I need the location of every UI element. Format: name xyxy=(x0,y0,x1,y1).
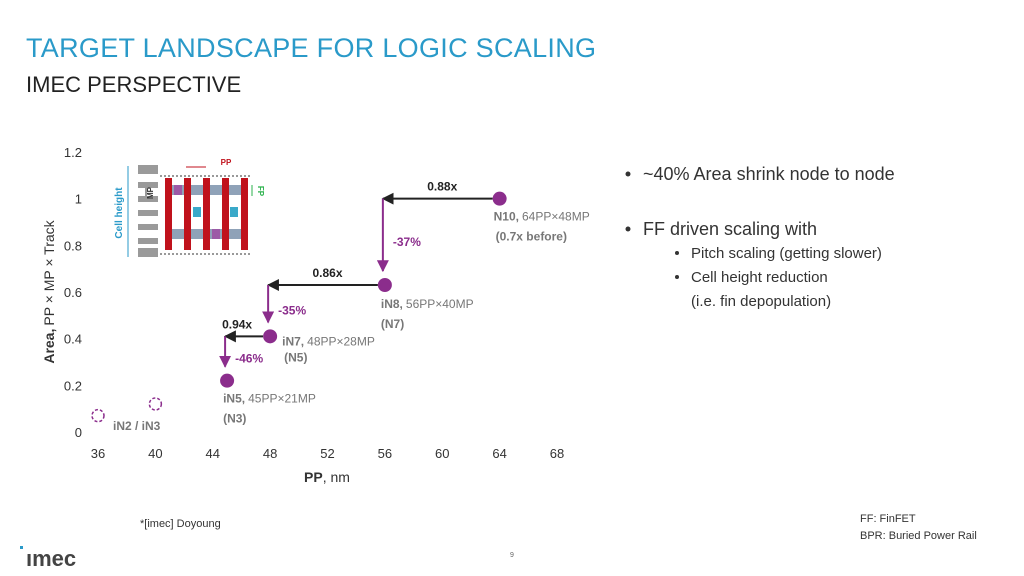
point-note: (0.7x before) xyxy=(496,230,567,244)
x-tick-label: 48 xyxy=(263,446,277,461)
step-ratio: 0.86x xyxy=(312,266,342,280)
data-point xyxy=(492,191,507,206)
page-number: 9 xyxy=(510,552,514,559)
y-tick-label: 0.2 xyxy=(64,378,82,393)
logo: ımec xyxy=(26,546,76,571)
logo-dot xyxy=(20,546,23,549)
step-ratio: 0.94x xyxy=(222,317,252,331)
y-axis-title-rest: PP × MP × Track xyxy=(41,219,57,325)
y-tick-label: 0.8 xyxy=(64,238,82,253)
inset-cell-height: Cell height xyxy=(114,187,125,239)
point-note: (N3) xyxy=(223,412,246,426)
y-axis-title-bold: Area, xyxy=(41,329,57,364)
step-ratio: 0.88x xyxy=(427,180,457,194)
x-tick-label: 40 xyxy=(148,446,162,461)
bullet-dot xyxy=(675,275,679,279)
sub-bullet: Pitch scaling (getting slower) xyxy=(691,245,882,262)
inset-pp: PP xyxy=(221,158,232,167)
step-reduction: -46% xyxy=(235,352,263,366)
point-name: iN7, xyxy=(282,334,304,348)
data-point xyxy=(148,397,163,411)
abbreviation: FF: FinFET xyxy=(860,513,916,525)
y-tick-label: 0.6 xyxy=(64,285,82,300)
title: TARGET LANDSCAPE FOR LOGIC SCALING xyxy=(26,33,597,63)
x-tick-label: 60 xyxy=(435,446,449,461)
bullet-dot xyxy=(625,226,631,232)
footnote: *[imec] Doyoung xyxy=(140,518,221,530)
data-point xyxy=(377,278,392,292)
step-reduction: -35% xyxy=(278,304,306,318)
data-point xyxy=(220,373,235,388)
x-tick-label: 56 xyxy=(378,446,392,461)
data-point xyxy=(91,408,105,423)
y-tick-label: 1 xyxy=(75,192,82,207)
point-detail: 64PP×48MP xyxy=(522,210,590,224)
point-detail: 48PP×28MP xyxy=(307,334,375,348)
point-detail: 56PP×40MP xyxy=(406,297,474,311)
x-axis-title-rest: , nm xyxy=(323,469,350,485)
data-point xyxy=(263,329,278,344)
bullet: ~40% Area shrink node to node xyxy=(643,164,895,184)
x-tick-label: 36 xyxy=(91,446,105,461)
point-label: N10, 64PP×48MP xyxy=(494,210,590,224)
sub-bullet: (i.e. fin depopulation) xyxy=(691,293,831,310)
point-name: iN8, xyxy=(381,297,403,311)
bullet-dot xyxy=(625,171,631,177)
step-reduction: -37% xyxy=(393,235,421,249)
x-tick-label: 68 xyxy=(550,446,564,461)
inset-mp: MP xyxy=(146,186,155,199)
point-label: iN8, 56PP×40MP xyxy=(381,297,474,311)
point-label: iN5, 45PP×21MP xyxy=(223,392,316,406)
y-axis-title: Area, PP × MP × Track xyxy=(41,219,57,363)
cell-diagram: PP FP MP Cell height xyxy=(114,158,265,257)
y-tick-label: 0.4 xyxy=(64,332,82,347)
x-tick-label: 52 xyxy=(320,446,334,461)
sub-bullet: Cell height reduction xyxy=(691,269,828,286)
x-axis-title: PP, nm xyxy=(304,469,350,485)
subtitle: IMEC PERSPECTIVE xyxy=(26,72,242,97)
x-axis-title-bold: PP xyxy=(304,469,323,485)
point-note: (N7) xyxy=(381,317,404,331)
y-tick-label: 1.2 xyxy=(64,145,82,160)
abbreviation: BPR: Buried Power Rail xyxy=(860,530,977,542)
point-detail: 45PP×21MP xyxy=(248,392,316,406)
group-label: iN2 / iN3 xyxy=(113,419,161,433)
point-note: (N5) xyxy=(284,350,307,364)
x-tick-label: 44 xyxy=(206,446,220,461)
bullet: FF driven scaling with xyxy=(643,219,817,239)
point-name: iN5, xyxy=(223,392,245,406)
x-tick-label: 64 xyxy=(492,446,506,461)
bullet-dot xyxy=(675,251,679,255)
point-label: iN7, 48PP×28MP xyxy=(282,334,375,348)
y-tick-label: 0 xyxy=(75,425,82,440)
inset-fp: FP xyxy=(256,186,265,197)
point-name: N10, xyxy=(494,210,519,224)
